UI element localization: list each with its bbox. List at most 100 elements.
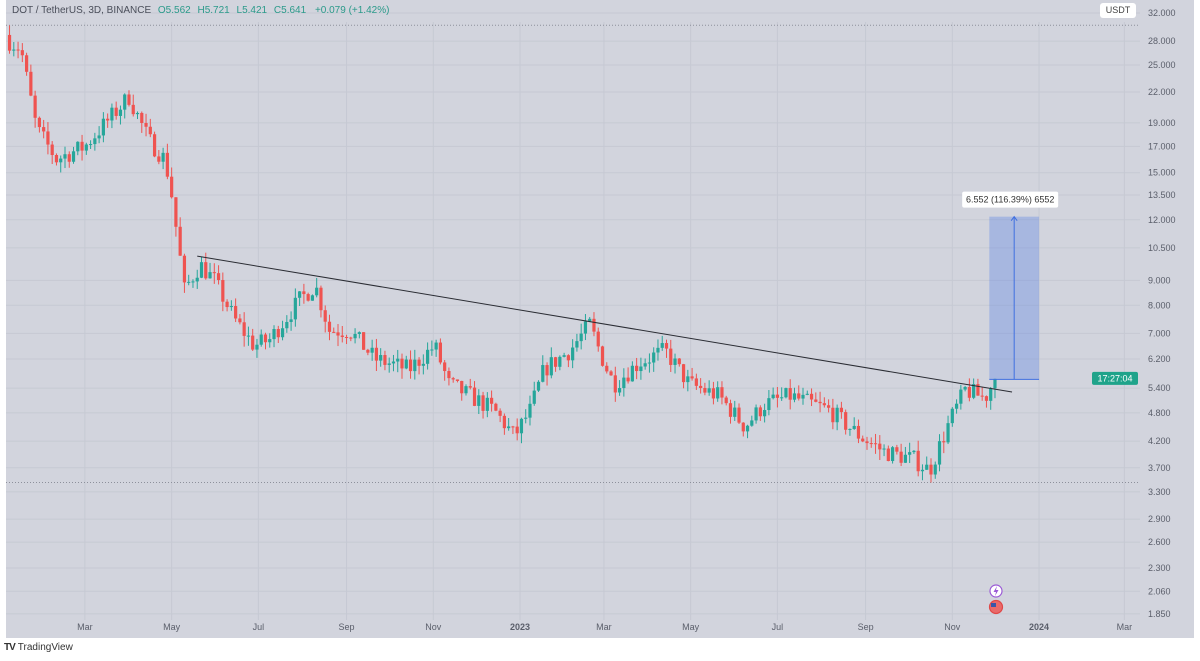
symbol-title[interactable]: DOT / TetherUS, 3D, BINANCE <box>12 5 152 16</box>
candle-body <box>805 393 809 395</box>
candle-body <box>673 358 677 365</box>
candle-body <box>391 361 396 364</box>
candle-body <box>976 384 980 396</box>
candle-body <box>16 49 20 51</box>
candle-body <box>37 117 41 128</box>
candle-body <box>942 441 946 443</box>
candle-body <box>344 337 349 339</box>
candle-body <box>515 426 519 434</box>
candle-body <box>88 144 93 146</box>
chart-area[interactable] <box>6 0 1194 638</box>
candle-body <box>20 50 24 56</box>
price-range-label: 6.552 (116.39%) 6552 <box>966 195 1054 205</box>
candle-body <box>310 295 315 301</box>
candle-body <box>754 407 758 421</box>
candle-body <box>989 388 993 401</box>
candle-body <box>852 425 856 429</box>
candle-body <box>327 321 332 332</box>
candle-body <box>396 358 400 362</box>
candle-body <box>259 334 263 345</box>
price-tick-label: 3.700 <box>1148 463 1171 473</box>
candle-body <box>148 126 152 135</box>
candle-body <box>246 335 251 337</box>
candle-body <box>319 287 323 311</box>
time-tick-label: Mar <box>77 622 93 632</box>
candle-body <box>63 154 67 159</box>
candle-body <box>268 339 272 343</box>
candle-body <box>455 379 460 381</box>
candle-body <box>972 384 976 398</box>
candle-body <box>528 403 532 418</box>
candle-body <box>622 377 626 389</box>
candle-body <box>489 397 494 404</box>
candle-body <box>635 365 639 372</box>
candle-body <box>404 359 408 369</box>
candle-body <box>285 321 289 329</box>
candle-body <box>716 387 720 399</box>
candle-body <box>613 375 617 393</box>
currency-button[interactable]: USDT <box>1100 3 1136 18</box>
candle-body <box>362 332 366 350</box>
price-range-label-bg <box>962 191 1059 208</box>
price-tick-label: 25.000 <box>1148 60 1176 70</box>
candle-body <box>937 441 942 465</box>
candle-body <box>498 410 502 416</box>
candle-body <box>801 394 805 399</box>
candle-body <box>366 349 370 353</box>
candle-body <box>417 359 421 366</box>
candle-body <box>856 425 861 439</box>
candle-body <box>165 152 169 177</box>
candle-body <box>255 344 259 350</box>
time-tick-label: Jul <box>772 622 784 632</box>
candle-body <box>775 394 780 398</box>
candle-body <box>890 447 895 462</box>
candle-body <box>920 469 925 472</box>
price-tick-label: 7.000 <box>1148 328 1171 338</box>
candle-body <box>131 104 135 115</box>
time-tick-label: Sep <box>339 622 355 632</box>
candle-body <box>204 262 208 279</box>
candle-body <box>954 403 959 409</box>
candle-body <box>434 342 438 350</box>
candle-body <box>588 318 592 322</box>
close-value: C5.641 <box>273 5 307 16</box>
price-tick-label: 19.000 <box>1148 118 1176 128</box>
candle-body <box>71 151 76 162</box>
time-tick-label: May <box>163 622 181 632</box>
candle-body <box>558 356 562 367</box>
candle-body <box>477 395 481 406</box>
candle-body <box>195 277 199 282</box>
candle-body <box>140 112 144 123</box>
price-tick-label: 2.300 <box>1148 563 1171 573</box>
candle-body <box>703 388 707 393</box>
candle-body <box>93 138 97 145</box>
candle-body <box>101 118 105 136</box>
candle-body <box>67 154 71 162</box>
price-tick-label: 10.500 <box>1148 243 1176 253</box>
high-value: H5.721 <box>197 5 230 16</box>
price-tick-label: 2.600 <box>1148 537 1171 547</box>
candle-body <box>797 393 801 399</box>
candle-body <box>699 385 703 389</box>
candle-body <box>886 448 890 462</box>
price-tick-label: 8.000 <box>1148 300 1171 310</box>
candle-body <box>814 399 818 402</box>
price-tick-label: 1.850 <box>1148 609 1171 619</box>
candle-body <box>916 450 920 472</box>
candle-body <box>946 423 950 443</box>
candle-body <box>532 390 536 404</box>
tradingview-logo[interactable]: TV TradingView <box>4 642 73 653</box>
time-tick-label: Nov <box>944 622 961 632</box>
price-tick-label: 28.000 <box>1148 36 1176 46</box>
candle-body <box>357 332 361 334</box>
candle-body <box>545 365 549 376</box>
candle-body <box>447 371 451 379</box>
price-tick-label: 4.200 <box>1148 436 1171 446</box>
time-tick-label: 2024 <box>1029 622 1049 632</box>
brand-label: TradingView <box>17 642 73 653</box>
candle-body <box>579 333 583 342</box>
candle-body <box>903 454 907 463</box>
candle-body <box>472 387 477 406</box>
candle-body <box>97 135 101 139</box>
